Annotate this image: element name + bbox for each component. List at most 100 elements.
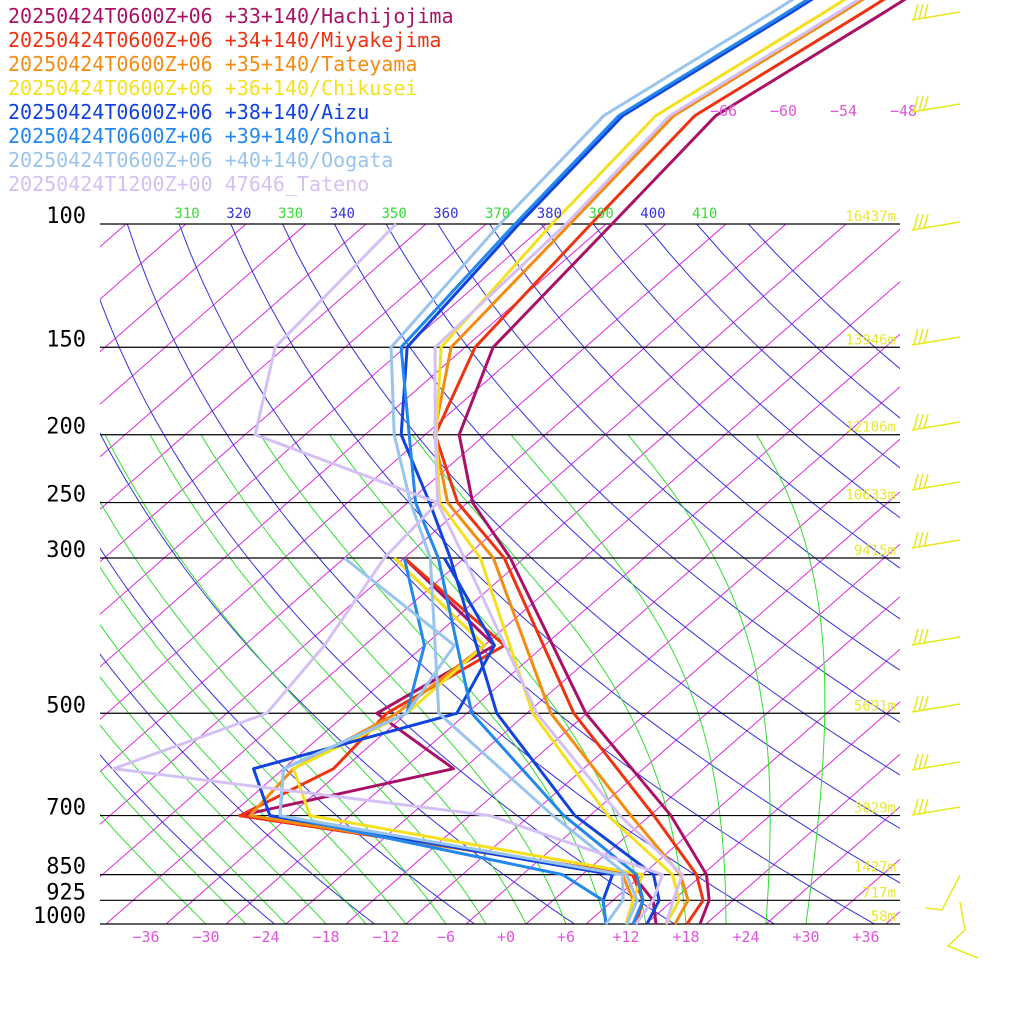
legend-entry: 20250424T0600Z+06 +39+140/Shonai [8,124,394,148]
wind-barb-flag [923,413,929,430]
wind-barb-flag [923,531,929,548]
theta-label: 410 [692,206,717,222]
wind-barb-shaft [911,636,961,646]
isotherm-line [405,491,900,924]
temperature-profile-line [399,0,810,925]
pressure-tick-label: 500 [46,693,86,718]
wind-barb-flag [918,531,924,548]
isotherm-line [100,224,427,510]
legend-entry: 20250424T0600Z+06 +36+140/Chikusei [8,76,418,100]
wind-barb [911,798,961,816]
upper-temperature-label: −60 [770,102,797,120]
theta-label: 310 [174,206,199,222]
legend-entry: 20250424T0600Z+06 +38+140/Aizu [8,100,370,124]
wind-barb-shaft [911,539,961,549]
wind-barb-flag [913,695,919,712]
upper-temperature-label: −54 [830,102,857,120]
moist-adiabat-line [510,434,727,924]
isotherm-line [765,806,900,924]
height-label: 16437m [845,209,896,225]
pressure-tick-label: 700 [46,796,86,821]
moist-adiabat-line [756,434,826,924]
isotherm-line [525,596,900,924]
wind-barb-surface [925,874,961,911]
temperature-tick-label: −12 [372,928,399,946]
wind-barb [911,753,961,771]
theta-label: 390 [589,206,614,222]
moist-adiabat-line [627,434,771,924]
wind-barb [911,95,961,113]
theta-label: 350 [381,206,406,222]
wind-barb-flag [913,628,919,645]
height-label: 3029m [854,801,896,817]
isotherm-line [345,438,900,924]
theta-label: 330 [278,206,303,222]
wind-barb [911,531,961,549]
theta-label: 370 [485,206,510,222]
temperature-tick-label: +30 [792,928,819,946]
axis-labels: −36 −30 −24 −18 −12 −6 +0 +6 +12 +18 +24 +30 +36 −66 −… [132,102,917,946]
isotherm-line [165,281,900,924]
temperature-tick-label: +18 [672,928,699,946]
theta-label: 340 [330,206,355,222]
theta-label: 400 [640,206,665,222]
isotherm-line [105,228,900,924]
wind-barb-flag [918,95,924,112]
isotherm-line [100,224,727,773]
height-label: 58m [871,909,896,925]
wind-barb-shaft [911,221,961,231]
wind-barb-flag [913,328,919,345]
wind-barb [911,473,961,491]
isotherm-line [100,224,307,405]
wind-barb-flag [913,95,919,112]
wind-barb-flag [923,473,929,490]
legend-entry: 20250424T0600Z+06 +34+140/Miyakejima [8,28,442,52]
wind-barb-flag [918,3,924,20]
height-label: 1427m [854,860,896,876]
wind-barb [911,328,961,346]
wind-barb-flag [918,628,924,645]
moist-adiabat-line [104,434,487,924]
height-label: 12106m [845,420,896,436]
wind-barb-shaft [911,761,961,771]
isotherm-line [100,224,787,825]
pressure-tick-label: 300 [46,538,86,563]
wind-barb-flag [923,213,929,230]
wind-barb [911,695,961,713]
moist-adiabat-line [100,769,247,924]
temperature-tick-label: +0 [497,928,515,946]
temperature-tick-label: +36 [852,928,879,946]
isotherm-line [100,224,607,668]
wind-barb-flag [913,413,919,430]
wind-barb-surface [946,901,979,959]
wind-barb [911,413,961,431]
legend-entry: 20250424T1200Z+00 47646_Tateno [8,172,370,196]
moist-adiabat-line [100,623,367,924]
height-label: 9415m [854,543,896,559]
temperature-tick-label: −18 [312,928,339,946]
pressure-tick-label: 1000 [33,904,86,929]
wind-barb-flag [913,473,919,490]
moist-adiabat-line [100,724,287,924]
isotherm-line [100,224,667,720]
moist-adiabat-line [149,434,527,924]
legend-entry: 20250424T0600Z+06 +33+140/Hachijojima [8,4,454,28]
temperature-tick-label: +24 [732,928,759,946]
moist-adiabat-line [100,500,447,924]
wind-barb-shaft [911,481,961,491]
moist-adiabat-line [100,566,407,924]
wind-barb-shaft [911,11,961,21]
wind-barb-flag [918,413,924,430]
wind-barb-flag [923,628,929,645]
moist-adiabat-line [100,813,207,924]
theta-label: 320 [226,206,251,222]
wind-barb [911,628,961,646]
wind-barb [911,3,961,21]
wind-barb-flag [913,753,919,770]
moist-adiabat-line [200,434,567,924]
isotherm-line [645,701,900,924]
theta-label: 360 [433,206,458,222]
pressure-tick-label: 200 [46,415,86,440]
temperature-profile-line [434,0,847,925]
